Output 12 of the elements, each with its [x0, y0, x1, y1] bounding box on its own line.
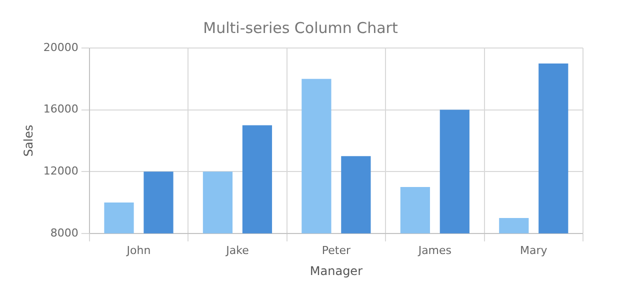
x-tick-label: John: [126, 244, 151, 257]
x-tick-label: Peter: [322, 244, 351, 257]
x-axis-title: Manager: [310, 264, 363, 278]
y-tick-label: 12000: [43, 164, 78, 178]
x-tick-label: James: [417, 244, 452, 257]
y-tick-label: 20000: [43, 40, 78, 54]
y-tick-label: 16000: [43, 102, 78, 116]
y-tick-label: 8000: [50, 226, 78, 240]
chart-title: Multi-series Column Chart: [203, 18, 398, 37]
y-axis-title: Sales: [21, 124, 36, 157]
x-tick-label: Mary: [520, 244, 548, 257]
x-tick-label: Jake: [225, 244, 250, 257]
